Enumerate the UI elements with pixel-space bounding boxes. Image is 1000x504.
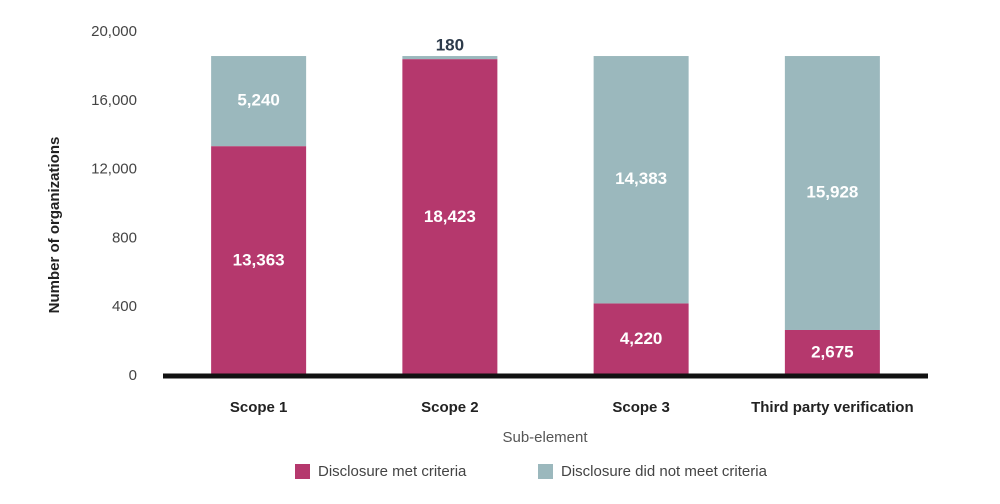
bar-segment <box>402 56 498 60</box>
legend-swatch <box>538 464 553 479</box>
legend-label: Disclosure did not meet criteria <box>561 463 768 480</box>
x-tick-label: Scope 1 <box>230 399 288 416</box>
x-tick-label: Third party verification <box>751 399 914 416</box>
x-axis-title: Sub-element <box>502 429 588 446</box>
y-tick-label: 0 <box>129 367 137 384</box>
y-tick-label: 20,000 <box>91 23 137 40</box>
y-axis-title: Number of organizations <box>46 137 63 314</box>
bar-segment <box>784 56 880 330</box>
legend-label: Disclosure met criteria <box>318 463 467 480</box>
bar-segment <box>593 56 689 304</box>
value-label: 18,423 <box>424 207 476 226</box>
x-tick-label: Scope 3 <box>612 399 670 416</box>
value-label: 4,220 <box>620 329 663 348</box>
bar-segment <box>593 303 689 376</box>
y-tick-label: 16,000 <box>91 92 137 109</box>
bar-segment <box>402 59 498 377</box>
value-label: 2,675 <box>811 342 854 361</box>
legend-swatch <box>295 464 310 479</box>
value-label: 13,363 <box>233 251 285 270</box>
bar-segment <box>211 56 307 147</box>
value-label: 5,240 <box>237 91 280 110</box>
y-tick-label: 400 <box>112 298 137 315</box>
y-tick-label: 800 <box>112 229 137 246</box>
value-label: 14,383 <box>615 169 667 188</box>
bar-segment <box>784 329 880 376</box>
x-tick-label: Scope 2 <box>421 399 479 416</box>
y-tick-label: 12,000 <box>91 161 137 178</box>
bar-segment <box>211 146 307 376</box>
value-label: 15,928 <box>806 182 858 201</box>
value-label: 180 <box>436 36 464 55</box>
